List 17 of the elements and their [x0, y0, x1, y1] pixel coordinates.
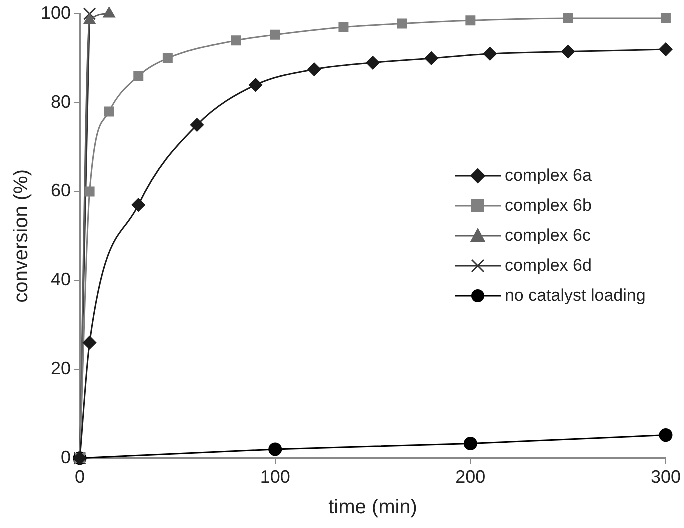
y-tick-label: 100: [40, 2, 72, 23]
y-axis-title: conversion (%): [10, 170, 33, 303]
x-tick-label: 200: [456, 467, 486, 488]
legend-label: complex 6a: [504, 166, 592, 186]
legend-label: complex 6b: [504, 196, 592, 216]
x-axis-title: time (min): [328, 496, 418, 519]
x-tick-label: 100: [260, 467, 290, 488]
x-tick-label: 300: [650, 467, 682, 488]
x-tick-label: 0: [75, 467, 86, 488]
y-tick-label: 20: [51, 358, 72, 378]
y-tick-label: 0: [61, 447, 72, 468]
y-tick-label: 40: [51, 270, 72, 290]
y-tick-label: 60: [51, 180, 72, 201]
legend-label: complex 6d: [504, 256, 592, 276]
legend-label: complex 6c: [504, 226, 591, 246]
y-tick-label: 80: [51, 92, 72, 112]
legend-label: no catalyst loading: [504, 286, 646, 306]
